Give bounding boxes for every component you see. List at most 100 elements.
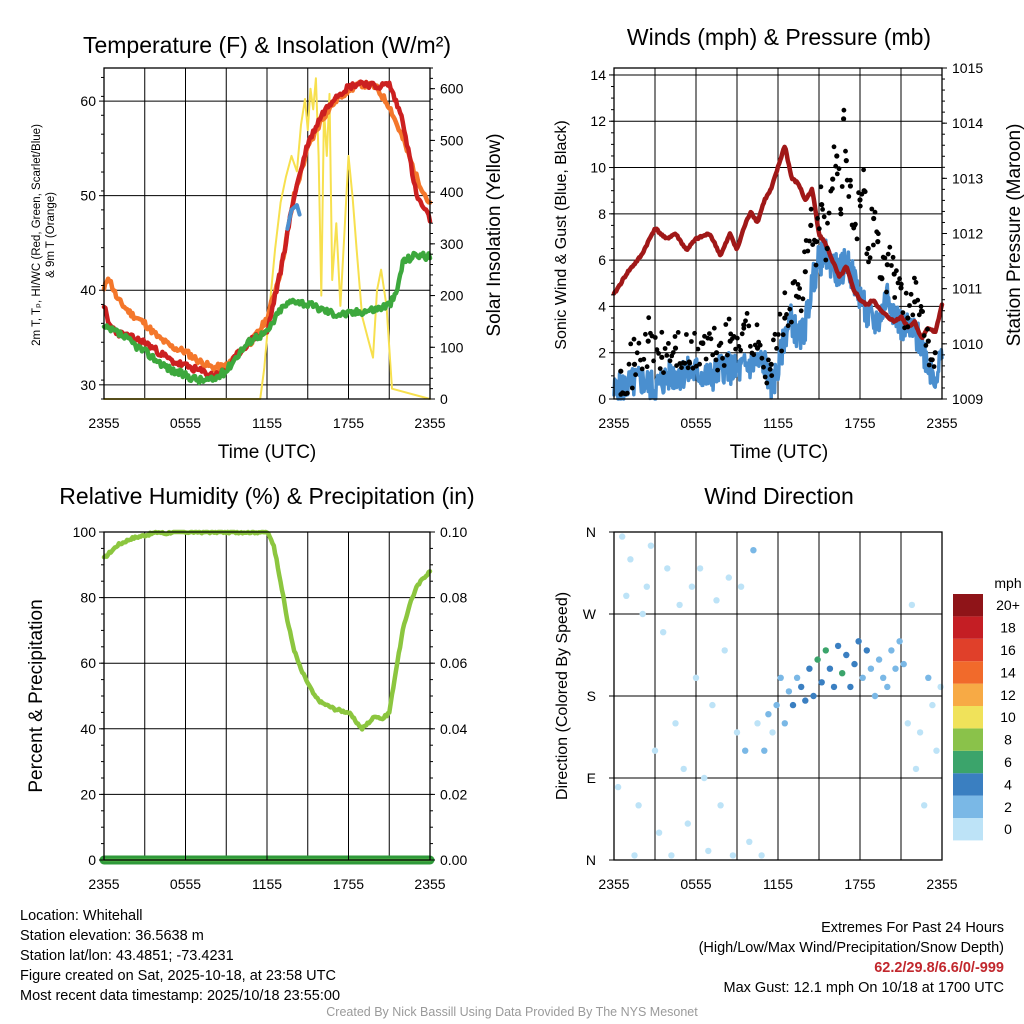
humidity-title: Relative Humidity (%) & Precipitation (i… <box>59 483 474 509</box>
gust-point <box>830 176 836 182</box>
gust-point <box>926 362 932 368</box>
gust-point <box>798 308 804 314</box>
direction-point <box>773 701 780 709</box>
gust-point <box>644 364 650 370</box>
y-tick-label: 50 <box>80 188 96 204</box>
gust-point <box>932 350 938 356</box>
gust-point <box>754 322 760 328</box>
gust-point <box>679 365 684 370</box>
gust-point <box>807 238 812 244</box>
gust-point <box>789 319 794 325</box>
gust-point <box>808 206 814 212</box>
direction-point <box>851 660 858 668</box>
direction-point <box>904 720 911 727</box>
gust-point <box>923 343 929 348</box>
direction-point <box>733 729 741 736</box>
gust-point <box>664 353 670 358</box>
colorbar-label: 14 <box>1000 664 1016 680</box>
y-right-tick-label: 100 <box>440 339 464 355</box>
gust-point <box>819 202 825 208</box>
direction-point <box>754 720 761 727</box>
y-right-tick-label: 1010 <box>952 336 983 352</box>
gust-point <box>925 326 930 332</box>
gust-point <box>792 279 798 284</box>
gust-point <box>761 364 766 370</box>
gust-point <box>871 215 877 222</box>
x-tick-label: 1155 <box>252 876 282 892</box>
direction-point <box>717 802 724 809</box>
humidity-ylabel: Percent & Precipitation <box>26 599 47 792</box>
gust-point <box>862 189 868 195</box>
gust-point <box>672 345 679 351</box>
direction-point <box>692 674 700 681</box>
gust-point <box>843 158 849 164</box>
latlon-text: Station lat/lon: 43.4851; -73.4231 <box>20 948 234 964</box>
gust-point <box>725 352 730 358</box>
gust-point <box>736 344 742 349</box>
y-tick-label: 80 <box>80 590 96 606</box>
direction-point <box>765 711 772 718</box>
gust-point <box>764 380 770 386</box>
gust-point <box>643 331 648 337</box>
direction-point <box>925 674 932 681</box>
gust-point <box>816 226 822 232</box>
gust-point <box>841 116 847 122</box>
gust-point <box>885 251 891 257</box>
gust-point <box>766 357 771 363</box>
direction-point <box>912 765 920 773</box>
gust-point <box>812 237 817 243</box>
gust-point <box>898 281 904 287</box>
temperature-xlabel: Time (UTC) <box>218 442 317 463</box>
gust-point <box>739 331 745 337</box>
direction-point <box>664 565 671 572</box>
x-tick-label: 2355 <box>598 876 629 892</box>
gust-point <box>697 361 702 367</box>
gust-point <box>813 262 819 268</box>
gust-point <box>871 242 876 248</box>
gust-point <box>768 361 774 367</box>
y-right-tick-label: 1013 <box>952 170 983 186</box>
gust-point <box>775 332 781 337</box>
gust-point <box>815 216 820 221</box>
gust-point <box>834 153 840 159</box>
colorbar-label: 0 <box>1004 821 1012 837</box>
direction-point <box>688 583 696 590</box>
direction-point <box>684 820 691 827</box>
winds-ylabel: Sonic Wind & Gust (Blue, Black) <box>553 120 570 349</box>
y-tick-label: 40 <box>80 282 96 298</box>
direction-point <box>701 774 708 782</box>
gust-point <box>912 275 917 281</box>
gust-point <box>869 206 875 212</box>
gust-point <box>824 245 830 252</box>
direction-point <box>643 583 650 590</box>
gust-point <box>795 282 801 287</box>
wind-direction-grid <box>614 532 942 860</box>
gust-point <box>675 330 681 335</box>
created-text: Figure created on Sat, 2025-10-18, at 23… <box>20 968 336 984</box>
gust-point <box>741 325 747 331</box>
direction-point <box>818 679 825 686</box>
colorbar-swatch <box>953 706 983 729</box>
direction-point <box>742 747 749 754</box>
temperature-ylabel-line1: 2m T, Tₚ, HI/WC (Red, Green, Scarlet/Blu… <box>31 124 43 346</box>
gust-point <box>628 341 634 347</box>
direction-point <box>785 688 793 695</box>
gust-point <box>847 183 854 189</box>
direction-point <box>834 642 842 650</box>
gust-point <box>631 361 638 367</box>
gust-point <box>894 268 899 274</box>
gust-point <box>744 311 750 316</box>
colorbar-swatch <box>953 818 983 841</box>
gust-point <box>875 231 881 237</box>
gust-point <box>865 245 871 252</box>
x-tick-label: 2355 <box>598 415 629 431</box>
x-tick-label: 1755 <box>333 876 364 892</box>
direction-point <box>777 674 784 681</box>
direction-point <box>639 610 646 618</box>
gust-point <box>879 275 884 281</box>
gust-point <box>728 331 734 337</box>
temperature-title: Temperature (F) & Insolation (W/m²) <box>83 32 451 58</box>
direction-point <box>709 701 716 709</box>
x-tick-label: 0555 <box>680 876 711 892</box>
gust-point <box>908 291 914 297</box>
